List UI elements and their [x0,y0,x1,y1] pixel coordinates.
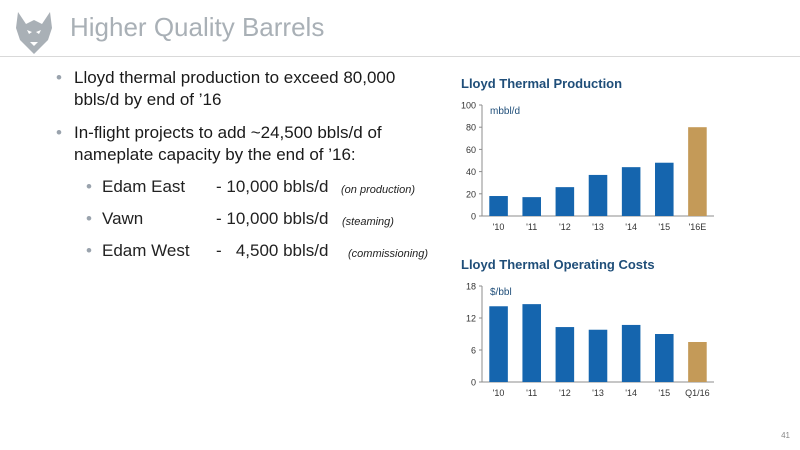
production-y-tick-label: 40 [466,167,476,177]
production-y-tick-label: 60 [466,145,476,155]
production-x-tick-label: '14 [625,222,637,232]
project-status: (steaming) [342,216,394,228]
operating-cost-y-tick-label: 18 [466,282,476,292]
project-edam-west: • Edam West - 4,500 bbls/d (commissionin… [86,240,436,262]
project-capacity: - 10,000 bbls/d [216,209,329,228]
operating-cost-x-tick-label: '14 [625,388,637,398]
production-y-tick-label: 20 [466,189,476,199]
production-unit-label: mbbl/d [490,106,520,117]
production-bar [655,162,674,216]
operating-cost-x-tick-label: Q1/16 [685,388,710,398]
production-bar [588,174,608,216]
bullet-production-target: • Lloyd thermal production to exceed 80,… [56,68,396,109]
production-y-tick-label: 0 [471,212,476,222]
bullet-inflight-projects: • In-flight projects to add ~24,500 bbls… [56,123,382,164]
production-y-tick-label: 100 [461,101,476,111]
project-name: Edam East [102,177,186,196]
production-bar [555,187,575,216]
operating-cost-y-tick-label: 12 [466,314,476,324]
bullet-dot: • [56,68,62,87]
operating-cost-y-tick-label: 6 [471,346,476,356]
operating-cost-bar [688,342,707,382]
page-number: 41 [781,431,790,440]
production-x-tick-label: '11 [526,222,537,232]
production-bar [522,197,541,216]
operating-cost-x-tick-label: '11 [526,388,537,398]
operating-cost-bar [489,306,508,382]
production-x-tick-label: '15 [658,222,670,232]
operating-cost-bar [555,327,575,382]
slide-title: Higher Quality Barrels [70,12,325,42]
operating-cost-y-tick-label: 0 [471,378,476,388]
operating-cost-x-tick-label: '12 [559,388,571,398]
production-bar-chart: 0 20 40 60 80 100 mbbl/d '10 '11 '12 '13 '14 '15 '16E [461,101,714,232]
operating-cost-x-tick-label: '15 [658,388,670,398]
project-name: Edam West [102,241,190,260]
project-status: (on production) [341,184,415,196]
project-edam-east: • Edam East - 10,000 bbls/d (on producti… [86,176,436,198]
production-bar [621,167,641,216]
production-y-tick-label: 80 [466,123,476,133]
operating-cost-chart-title: Lloyd Thermal Operating Costs [461,257,655,272]
project-name: Vawn [102,209,144,228]
operating-cost-bar [621,324,641,382]
bullet-dot: • [56,123,62,142]
production-bar [688,127,707,216]
project-capacity: - 4,500 bbls/d [216,241,329,260]
production-x-tick-label: '10 [493,222,505,232]
operating-cost-x-tick-label: '13 [592,388,604,398]
production-x-tick-label: '13 [592,222,604,232]
project-vawn: • Vawn - 10,000 bbls/d (steaming) [86,208,436,230]
title-divider [0,56,800,57]
production-bar [489,196,508,216]
production-x-tick-label: '12 [559,222,571,232]
operating-cost-bar-chart: 0 6 12 18 $/bbl '10 '11 '12 '13 '14 '15 Q1/16 [466,282,714,398]
production-chart-title: Lloyd Thermal Production [461,76,623,91]
project-capacity: - 10,000 bbls/d [216,177,329,196]
operating-cost-bar [522,304,541,382]
husky-head-icon [16,12,52,54]
operating-cost-unit-label: $/bbl [490,287,512,298]
production-x-tick-label: '16E [689,222,707,232]
project-status: (commissioning) [348,248,429,260]
operating-cost-x-tick-label: '10 [493,388,505,398]
operating-cost-bar [588,329,608,382]
bullet-list: • Lloyd thermal production to exceed 80,… [56,67,436,272]
operating-cost-bar [655,334,674,382]
